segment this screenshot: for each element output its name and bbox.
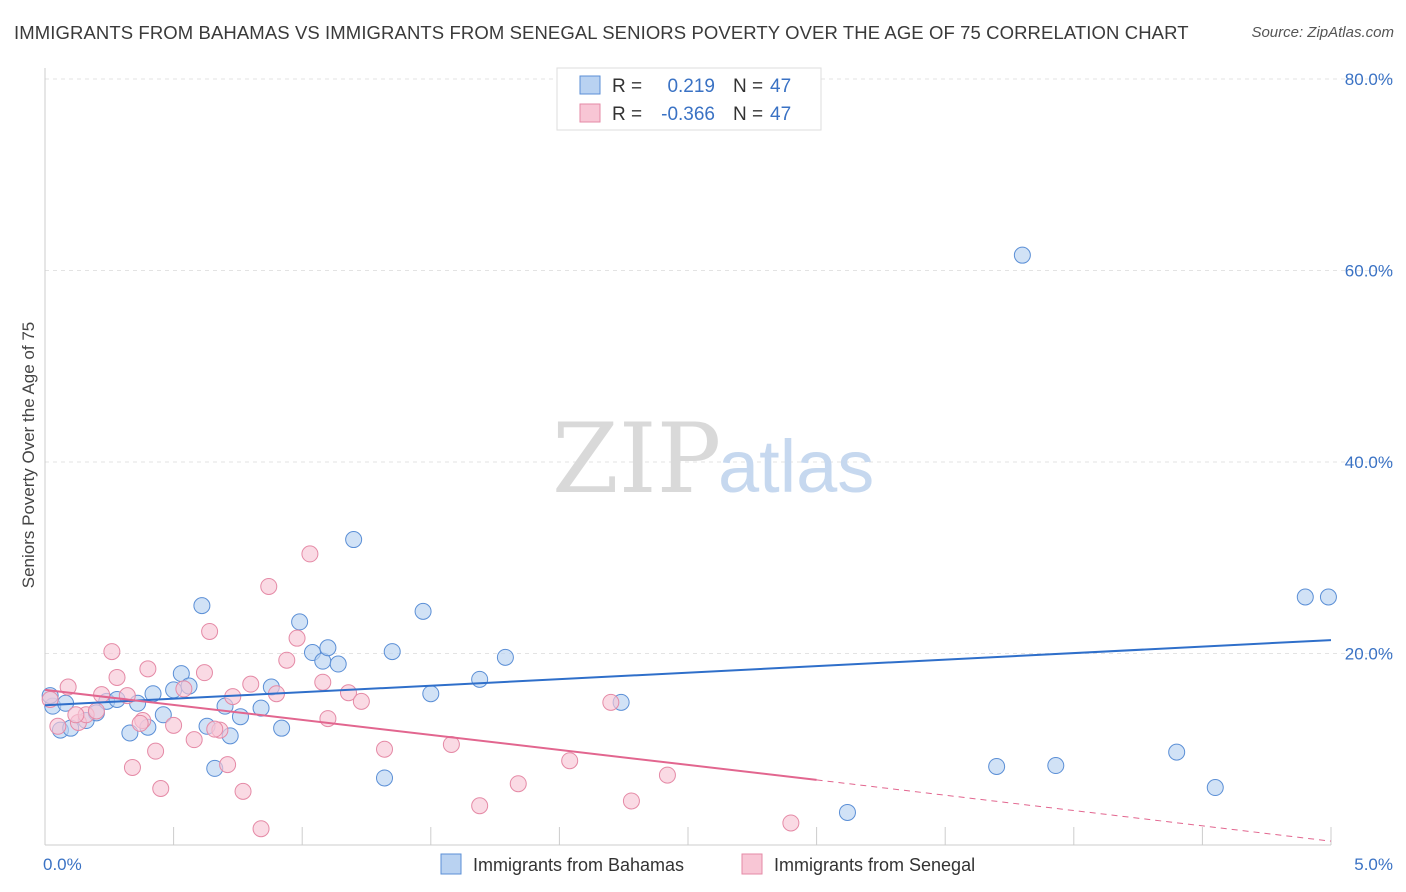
y-tick-label: 40.0% xyxy=(1345,453,1393,472)
data-point xyxy=(175,680,193,698)
data-point xyxy=(1013,246,1031,264)
y-axis-title: Seniors Poverty Over the Age of 75 xyxy=(19,322,38,588)
data-point xyxy=(154,706,172,724)
legend-swatch-bahamas xyxy=(579,75,601,95)
legend-r-value-bahamas: 0.219 xyxy=(667,76,715,97)
legend-n-label-senegal: N = xyxy=(733,104,763,125)
data-point xyxy=(195,664,213,682)
data-point xyxy=(93,686,111,704)
data-point xyxy=(1296,588,1314,606)
data-point xyxy=(59,678,77,696)
legend-swatch-senegal xyxy=(579,103,601,123)
data-point xyxy=(242,675,260,693)
data-point xyxy=(273,719,291,737)
y-tick-label: 60.0% xyxy=(1345,262,1393,281)
legend-n-label-bahamas: N = xyxy=(733,76,763,97)
data-point xyxy=(509,775,527,793)
x-tick-label: 5.0% xyxy=(1354,855,1393,874)
data-point xyxy=(139,660,157,678)
data-point xyxy=(123,758,141,776)
data-point xyxy=(301,545,319,563)
data-point xyxy=(152,780,170,798)
data-point xyxy=(1319,588,1337,606)
data-point xyxy=(422,685,440,703)
data-point xyxy=(291,613,309,631)
data-point xyxy=(67,706,85,724)
data-point xyxy=(103,643,121,661)
y-tick-labels: 20.0% 40.0% 60.0% 80.0% xyxy=(1345,70,1393,664)
data-point xyxy=(622,792,640,810)
chart-title: IMMIGRANTS FROM BAHAMAS VS IMMIGRANTS FR… xyxy=(14,22,1189,43)
data-point xyxy=(288,629,306,647)
data-point xyxy=(1168,743,1186,761)
data-point xyxy=(278,651,296,669)
y-tick-label: 80.0% xyxy=(1345,70,1393,89)
bottom-legend-swatch-bahamas xyxy=(440,853,462,875)
data-point xyxy=(838,803,856,821)
data-point xyxy=(658,766,676,784)
legend-box xyxy=(556,67,822,131)
legend-n-value-senegal: 47 xyxy=(770,104,791,125)
legend-r-label-bahamas: R = xyxy=(612,76,642,97)
data-point xyxy=(108,668,126,686)
trend-line xyxy=(816,779,1332,842)
data-point xyxy=(319,639,337,657)
data-point xyxy=(376,740,394,758)
data-point xyxy=(988,757,1006,775)
data-point xyxy=(260,577,278,595)
watermark-atlas: atlas xyxy=(718,425,874,508)
trend-lines xyxy=(44,639,1332,842)
bottom-legend-swatch-senegal xyxy=(741,853,763,875)
trend-line xyxy=(44,639,1332,707)
data-point xyxy=(193,597,211,615)
data-point xyxy=(1047,757,1065,775)
data-points xyxy=(41,246,1337,838)
bottom-legend: Immigrants from Bahamas Immigrants from … xyxy=(440,853,975,875)
data-point xyxy=(414,602,432,620)
source-credit: Source: ZipAtlas.com xyxy=(1251,24,1394,41)
data-point xyxy=(147,742,165,760)
data-point xyxy=(602,693,620,711)
data-point xyxy=(471,670,489,688)
legend-r-label-senegal: R = xyxy=(612,104,642,125)
data-point xyxy=(252,820,270,838)
axes xyxy=(44,68,1332,846)
x-tick-labels: 0.0% 5.0% xyxy=(43,855,1393,874)
bottom-legend-label-senegal: Immigrants from Senegal xyxy=(774,855,975,875)
data-point xyxy=(376,769,394,787)
watermark-zip: ZIP xyxy=(552,403,721,515)
y-tick-label: 20.0% xyxy=(1345,645,1393,664)
data-point xyxy=(345,531,363,549)
data-point xyxy=(352,692,370,710)
data-point xyxy=(496,648,514,666)
data-point xyxy=(234,782,252,800)
data-point xyxy=(131,714,149,732)
data-point xyxy=(471,797,489,815)
x-tick-label: 0.0% xyxy=(43,855,82,874)
bottom-legend-label-bahamas: Immigrants from Bahamas xyxy=(473,855,684,875)
legend-n-value-bahamas: 47 xyxy=(770,76,791,97)
data-point xyxy=(49,717,67,735)
data-point xyxy=(206,720,224,738)
data-point xyxy=(201,622,219,640)
legend-r-value-senegal: -0.366 xyxy=(661,104,715,125)
data-point xyxy=(219,756,237,774)
data-point xyxy=(1206,779,1224,797)
legend: R = 0.219 N = 47 R = -0.366 N = 47 xyxy=(556,67,822,131)
data-point xyxy=(561,752,579,770)
data-point xyxy=(185,731,203,749)
data-point xyxy=(314,673,332,691)
data-point xyxy=(87,702,105,720)
data-point xyxy=(165,716,183,734)
data-point xyxy=(782,814,800,832)
data-point xyxy=(329,655,347,673)
grid-lines xyxy=(45,78,1393,654)
trend-line xyxy=(44,688,817,781)
data-point xyxy=(383,643,401,661)
